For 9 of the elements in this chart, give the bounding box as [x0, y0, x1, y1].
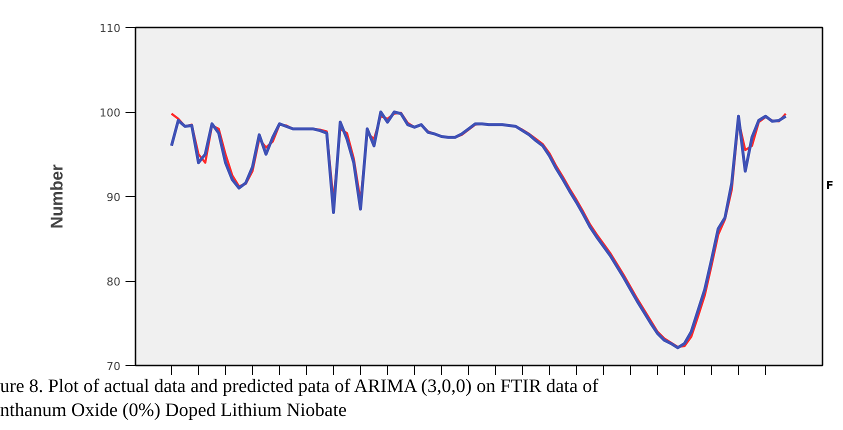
y-tick-label: 70 [106, 360, 121, 373]
y-axis-title: Number [48, 164, 67, 229]
y-tick-label: 100 [100, 106, 121, 120]
y-tick-label: 90 [106, 191, 121, 204]
y-tick-label: 110 [100, 22, 121, 35]
text: ure 8. Plot of actual data and predicted pata of ARIMA (3,0,0) on FTIR data of [0, 376, 598, 397]
text: F [826, 178, 834, 194]
y-tick-label: 80 [106, 276, 121, 288]
text: nthanum Oxide (0%) Doped Lithium Niobate [0, 400, 347, 421]
